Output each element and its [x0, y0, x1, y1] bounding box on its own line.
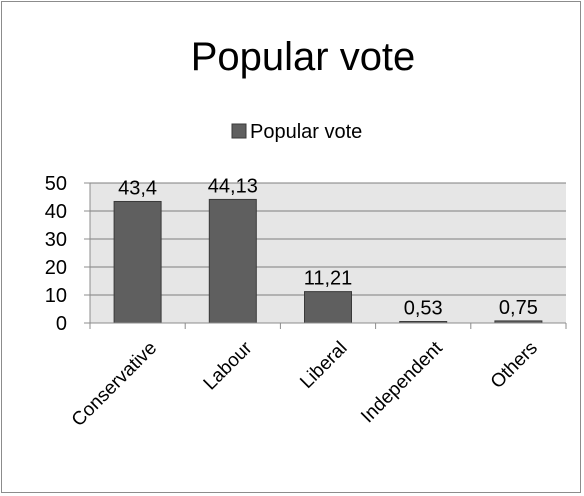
- x-tick-label: Others: [487, 338, 542, 393]
- y-tick-label: 0: [56, 313, 67, 335]
- y-tick-label: 10: [45, 285, 67, 307]
- legend-swatch: [231, 123, 247, 139]
- bar-liberal: [304, 291, 352, 324]
- y-tick-labels: 0 10 20 30 40 50: [45, 173, 67, 335]
- x-tick-label: Conservative: [68, 338, 161, 431]
- gridlines: [90, 182, 566, 296]
- bars: [113, 198, 543, 324]
- y-tick-label: 40: [45, 201, 67, 223]
- data-label: 0,75: [499, 297, 538, 319]
- x-tick-label: Liberal: [296, 338, 351, 393]
- data-label: 44,13: [208, 175, 258, 197]
- bar-conservative: [113, 200, 162, 324]
- data-label: 11,21: [304, 268, 353, 290]
- legend-label: Popular vote: [250, 121, 362, 143]
- y-tick-label: 30: [45, 229, 67, 251]
- chart-title: Popular vote: [191, 35, 416, 79]
- axes: [84, 182, 567, 329]
- y-tick-label: 50: [45, 173, 67, 195]
- y-tick-label: 20: [45, 257, 67, 279]
- x-tick-label: Labour: [200, 337, 257, 394]
- data-label: 43,4: [118, 177, 157, 199]
- x-tick-label: Independent: [357, 337, 447, 427]
- data-label: 0,53: [404, 298, 443, 320]
- x-tick-labels: Conservative Labour Liberal Independent Othe…: [68, 337, 542, 431]
- legend: Popular vote: [231, 121, 362, 143]
- bar-labour: [208, 198, 257, 324]
- data-labels: 43,4 44,13 11,21 0,53 0,75: [118, 175, 538, 319]
